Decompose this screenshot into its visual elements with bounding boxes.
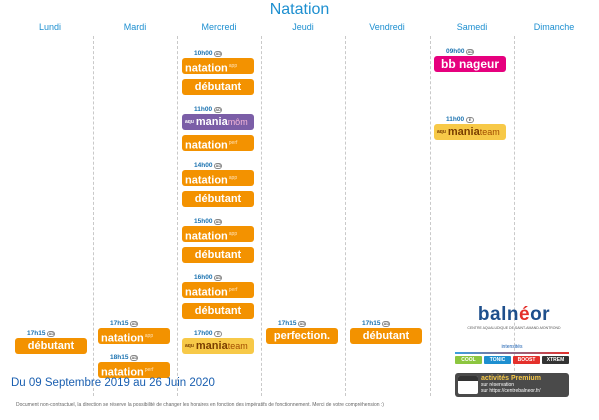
- slot-samedi-09h00[interactable]: 09h00 AD bb nageur: [434, 48, 506, 77]
- time-label: 10h00: [194, 50, 213, 57]
- slot-jeudi-17h15[interactable]: 17h15 AD perfection.: [266, 320, 338, 349]
- slot-mercredi-15h00[interactable]: 15h00 AD natationapp débutant: [182, 218, 254, 268]
- logo-subtitle: CENTRE AQUALUDIQUE DE SAINT-AMAND-MONTRO…: [467, 326, 561, 330]
- natation-app-badge[interactable]: natationapp: [182, 170, 254, 186]
- slot-mercredi-16h00[interactable]: 16h00 AD natationperf débutant: [182, 274, 254, 324]
- day-header-samedi: Samedi: [456, 22, 488, 32]
- age-badge-icon: AD: [214, 50, 223, 57]
- slot-samedi-11h00[interactable]: 11h00 E aqu maniateam: [434, 116, 506, 145]
- slot-lundi-17h15[interactable]: 17h15 AD débutant: [15, 330, 87, 359]
- page-title: Natation: [269, 1, 330, 18]
- kid-badge-icon: E: [214, 330, 223, 337]
- day-header-vendredi: Vendredi: [369, 22, 405, 32]
- premium-title: activités Premium: [481, 375, 541, 382]
- natation-app-badge[interactable]: natationapp: [98, 328, 170, 344]
- day-header-lundi: Lundi: [38, 22, 62, 32]
- time-label: 17h15: [27, 330, 46, 337]
- age-badge-icon: AD: [130, 320, 139, 327]
- debutant-badge[interactable]: débutant: [15, 338, 87, 354]
- natation-perf-badge[interactable]: natationperf: [182, 282, 254, 298]
- debutant-badge[interactable]: débutant: [182, 191, 254, 207]
- bb-nageur-badge[interactable]: bb nageur: [434, 56, 506, 72]
- time-label: 15h00: [194, 218, 213, 225]
- slot-mardi-17h15[interactable]: 17h15 AD natationapp: [98, 320, 170, 349]
- age-badge-icon: AD: [466, 48, 475, 55]
- slot-mardi-18h15[interactable]: 18h15 AD natationperf: [98, 354, 170, 383]
- age-badge-icon: AD: [382, 320, 391, 327]
- aquamania-team-badge[interactable]: aqu maniateam: [434, 124, 506, 140]
- natation-app-badge[interactable]: natationapp: [182, 58, 254, 74]
- date-range: Du 09 Septembre 2019 au 26 Juin 2020: [11, 377, 215, 389]
- time-label: 17h15: [362, 320, 381, 327]
- debutant-badge[interactable]: débutant: [182, 247, 254, 263]
- time-label: 14h00: [194, 162, 213, 169]
- time-label: 17h00: [194, 330, 213, 337]
- intensity-xtrem: XTREM: [542, 356, 569, 364]
- perfection-badge[interactable]: perfection.: [266, 328, 338, 344]
- day-header-mardi: Mardi: [123, 22, 147, 32]
- intensity-arrow: [455, 352, 569, 354]
- slot-mercredi-14h00[interactable]: 14h00 AD natationapp débutant: [182, 162, 254, 212]
- premium-activities-banner[interactable]: activités Premium sur réservation sur ht…: [455, 373, 569, 397]
- slot-mercredi-10h00[interactable]: 10h00 AD natationapp débutant: [182, 50, 254, 100]
- intensity-tonic: TONIC: [484, 356, 511, 364]
- slot-mercredi-11h00[interactable]: 11h00 AD aqu maniamôm natationperf: [182, 106, 254, 156]
- column-divider: [177, 36, 178, 396]
- balneor-logo: balnéor CENTRE AQUALUDIQUE DE SAINT-AMAN…: [462, 304, 566, 330]
- age-badge-icon: AD: [298, 320, 307, 327]
- calendar-icon: [458, 376, 478, 394]
- time-label: 18h15: [110, 354, 129, 361]
- natation-perf-badge[interactable]: natationperf: [182, 135, 254, 151]
- column-divider: [345, 36, 346, 396]
- kid-badge-icon: E: [466, 116, 475, 123]
- aquamania-mom-badge[interactable]: aqu maniamôm: [182, 114, 254, 130]
- time-label: 11h00: [446, 116, 465, 123]
- debutant-badge[interactable]: débutant: [350, 328, 422, 344]
- slot-mercredi-17h00[interactable]: 17h00 E aqu maniateam: [182, 330, 254, 359]
- time-label: 17h15: [278, 320, 297, 327]
- slot-vendredi-17h15[interactable]: 17h15 AD débutant: [350, 320, 422, 349]
- natation-app-badge[interactable]: natationapp: [182, 226, 254, 242]
- age-badge-icon: AD: [130, 354, 139, 361]
- day-header-jeudi: Jeudi: [292, 22, 314, 32]
- age-badge-icon: AD: [214, 106, 223, 113]
- footer-note: Document non-contractuel, la direction s…: [16, 402, 384, 408]
- time-label: 17h15: [110, 320, 129, 327]
- aquamania-team-badge[interactable]: aqu maniateam: [182, 338, 254, 354]
- natation-perf-badge[interactable]: natationperf: [98, 362, 170, 378]
- intensity-boost: BOOST: [513, 356, 540, 364]
- column-divider: [261, 36, 262, 396]
- time-label: 09h00: [446, 48, 465, 55]
- column-divider: [93, 36, 94, 396]
- column-divider: [430, 36, 431, 396]
- debutant-badge[interactable]: débutant: [182, 303, 254, 319]
- intensity-cool: COOL: [455, 356, 482, 364]
- time-label: 16h00: [194, 274, 213, 281]
- premium-url[interactable]: https://centrebalneor.fr/: [489, 388, 541, 394]
- day-header-mercredi: Mercredi: [201, 22, 237, 32]
- age-badge-icon: AD: [214, 274, 223, 281]
- day-header-dimanche: Dimanche: [533, 22, 575, 32]
- intensity-label: intensités: [501, 344, 523, 350]
- intensity-legend: intensités COOL TONIC BOOST XTREM: [455, 344, 569, 364]
- premium-line1: sur réservation: [481, 382, 515, 388]
- time-label: 11h00: [194, 106, 213, 113]
- age-badge-icon: AD: [214, 162, 223, 169]
- age-badge-icon: AD: [214, 218, 223, 225]
- debutant-badge[interactable]: débutant: [182, 79, 254, 95]
- column-divider: [514, 36, 515, 396]
- age-badge-icon: AD: [47, 330, 56, 337]
